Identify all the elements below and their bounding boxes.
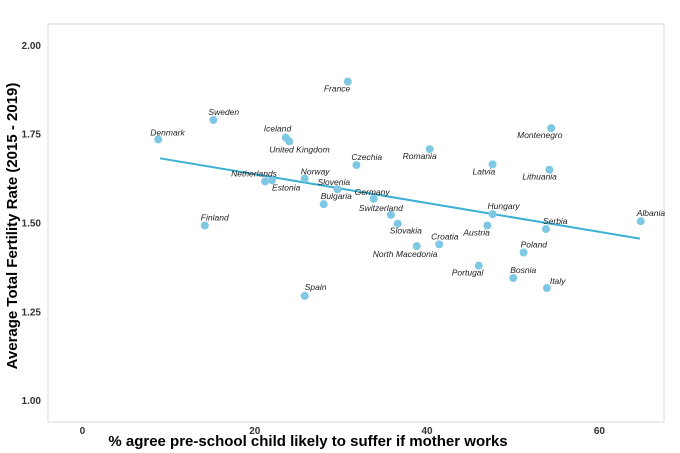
data-point	[268, 176, 276, 185]
data-point	[154, 135, 163, 144]
point-label: Norway	[301, 167, 331, 177]
point-label: Slovakia	[390, 226, 422, 236]
data-point	[425, 145, 434, 154]
plot-panel	[47, 23, 665, 423]
point-label: Montenegro	[517, 130, 563, 140]
data-point	[393, 219, 402, 228]
point-label: Austria	[462, 227, 490, 237]
data-point	[386, 210, 395, 219]
point-label: Iceland	[264, 124, 292, 134]
point-label: Sweden	[208, 107, 239, 117]
point-label: Serbia	[543, 216, 568, 226]
y-tick-label: 1.25	[22, 307, 42, 318]
x-tick-label: 60	[594, 426, 606, 437]
data-point	[300, 291, 309, 300]
data-point	[369, 194, 378, 203]
point-label: Hungary	[488, 201, 521, 211]
trend-line	[159, 157, 641, 240]
y-axis-title: Average Total Fertility Rate (2015 - 201…	[4, 83, 21, 370]
data-point	[343, 77, 352, 86]
data-point	[352, 161, 361, 170]
point-label: Finland	[201, 212, 229, 222]
data-point	[333, 185, 342, 194]
point-label: United Kingdom	[269, 144, 329, 154]
data-point	[200, 221, 209, 230]
point-label: Germany	[355, 187, 391, 197]
data-point	[483, 221, 492, 230]
point-label: Croatia	[431, 231, 459, 241]
point-label: Estonia	[272, 182, 301, 192]
point-labels: Denmark Sweden Finland Netherlands Estonia Ic…	[150, 84, 665, 292]
point-label: Bosnia	[510, 265, 536, 275]
data-point	[545, 165, 554, 174]
data-point	[285, 137, 294, 146]
trend-line-group	[159, 157, 641, 240]
y-tick-label: 1.50	[22, 219, 42, 230]
point-label: Latvia	[473, 166, 496, 176]
data-point	[541, 225, 550, 234]
point-label: Bulgaria	[321, 191, 352, 201]
data-point	[474, 261, 483, 270]
y-tick-label: 1.00	[22, 396, 42, 407]
point-label: North Macedonia	[373, 249, 438, 259]
point-label: Spain	[305, 282, 327, 292]
y-tick-label: 1.75	[22, 130, 42, 141]
data-point	[300, 174, 309, 183]
x-tick-label: 40	[422, 426, 434, 437]
data-point	[636, 217, 645, 226]
point-label: Netherlands	[231, 168, 278, 178]
point-label: Poland	[521, 239, 548, 249]
x-axis-title: % agree pre-school child likely to suffe…	[108, 433, 507, 450]
data-point	[209, 115, 218, 124]
point-label: Romania	[403, 151, 437, 161]
point-label: Denmark	[150, 127, 185, 137]
x-tick-label: 20	[249, 426, 261, 437]
data-point	[261, 177, 270, 186]
point-label: Portugal	[452, 268, 485, 278]
point-label: Italy	[550, 276, 566, 286]
data-point	[509, 274, 518, 283]
y-axis-ticks: 1.00 1.25 1.50 1.75 2.00	[22, 41, 42, 407]
point-label: Czechia	[351, 152, 382, 162]
data-point	[542, 284, 551, 293]
data-point	[319, 200, 328, 209]
point-label: Switzerland	[359, 203, 403, 213]
y-tick-label: 2.00	[22, 41, 42, 52]
data-point	[488, 160, 497, 169]
data-points	[154, 77, 645, 300]
x-axis-ticks: 0 20 40 60	[80, 426, 606, 437]
point-label: Lithuania	[522, 172, 557, 182]
point-label: Slovenia	[317, 177, 350, 187]
data-point	[547, 124, 556, 133]
point-label: France	[324, 84, 351, 94]
data-point	[488, 210, 497, 219]
data-point	[412, 242, 421, 251]
data-point	[435, 240, 444, 249]
point-label: Albania	[636, 208, 666, 218]
data-point	[519, 248, 528, 257]
x-tick-label: 0	[80, 426, 86, 437]
